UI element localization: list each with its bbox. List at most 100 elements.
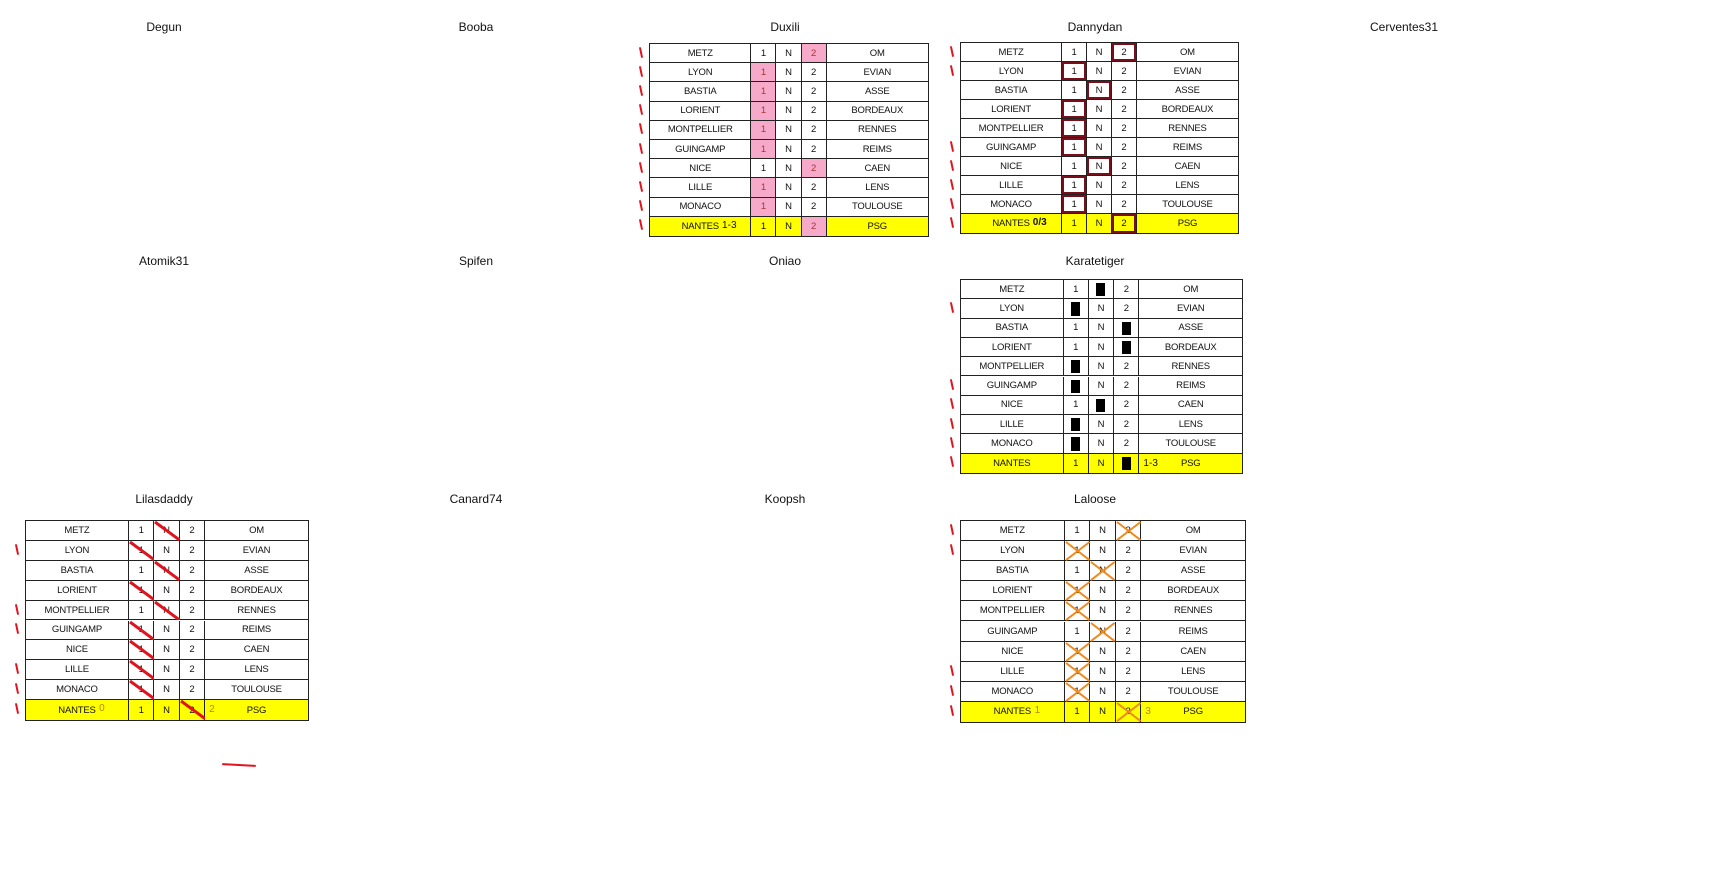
bet-option: 1: [1064, 601, 1091, 622]
pick-block: [1096, 283, 1106, 297]
bet-option: N: [1088, 434, 1115, 454]
player-name: Degun: [146, 20, 182, 34]
home-team: METZ: [961, 280, 1064, 300]
bet-option: N: [154, 560, 180, 581]
bet-option: 1: [128, 600, 155, 621]
away-team: TOULOUSE: [1141, 682, 1245, 702]
score-note: 1-3: [1143, 457, 1158, 469]
bet-option: 2: [1114, 280, 1140, 300]
bet-option: N: [776, 216, 802, 236]
bet-option: N: [1088, 337, 1115, 358]
away-team: PSG: [826, 216, 928, 236]
player-name: Atomik31: [138, 254, 190, 268]
pick-block: [1071, 437, 1081, 451]
home-team: LORIENT: [961, 100, 1063, 119]
pick-mark: [1065, 601, 1090, 622]
pen-tick: [638, 123, 644, 135]
away-team: LENS: [826, 178, 928, 198]
pen-tick: [638, 219, 644, 231]
home-team: LILLE: [961, 661, 1065, 682]
player-name: Cerventes31: [1369, 20, 1439, 34]
bet-option: 1: [1064, 621, 1091, 642]
player-name: Booba: [458, 20, 494, 34]
bet-option: 1: [1063, 357, 1089, 377]
home-team: METZ: [650, 44, 752, 64]
away-team: CAEN: [826, 159, 928, 179]
bet-option: 2: [179, 521, 206, 541]
bet-option: N: [1088, 376, 1115, 396]
pick-block: [1071, 379, 1081, 393]
pick-mark: [1116, 702, 1141, 722]
bet-option: N: [1090, 621, 1116, 642]
bet-option: N: [154, 640, 180, 661]
pen-tick: [949, 216, 955, 228]
pick-mark: [129, 640, 155, 661]
bet-option: N: [154, 580, 180, 601]
away-team: CAEN: [1136, 157, 1238, 176]
bet-option: N: [1088, 299, 1115, 319]
pen-tick: [949, 704, 955, 717]
pen-tick: [949, 523, 955, 536]
away-team: PSG: [205, 700, 308, 720]
home-team: NANTES: [961, 214, 1063, 233]
bet-option: 2: [1115, 521, 1142, 542]
bet-option: 1: [128, 660, 155, 681]
pen-tick: [638, 200, 644, 212]
away-team: EVIAN: [1141, 541, 1245, 562]
home-team: GUINGAMP: [961, 376, 1064, 396]
bet-option: 1: [751, 82, 777, 102]
bet-option: 2: [1115, 581, 1142, 602]
bet-option: N: [154, 540, 180, 561]
bet-option: 2: [1114, 453, 1140, 473]
bet-option: 1: [1062, 176, 1088, 195]
bet-option: N: [776, 159, 802, 179]
bet-option: 1: [1063, 415, 1089, 435]
score-note: 3: [1145, 705, 1151, 717]
away-team: RENNES: [205, 601, 308, 621]
bet-option: 2: [179, 660, 206, 681]
bet-option: 1: [1064, 561, 1091, 582]
bet-option: 2: [801, 216, 827, 236]
home-team: MONTPELLIER: [26, 600, 129, 621]
away-team: PSG: [1136, 214, 1238, 233]
pen-tick: [949, 664, 955, 676]
bet-option: 1: [1062, 214, 1088, 233]
bet-option: 1: [1064, 641, 1091, 662]
bet-option: 2: [1111, 195, 1137, 214]
away-team: OM: [1141, 521, 1245, 542]
score-note: 1: [1034, 704, 1041, 716]
pen-tick: [638, 84, 644, 97]
bet-option: 1: [1063, 318, 1089, 338]
pick-mark: [1065, 541, 1090, 561]
bet-option: N: [1087, 195, 1112, 214]
bet-option: N: [776, 101, 802, 121]
bet-option: 1: [1063, 434, 1089, 454]
away-team: LENS: [1139, 415, 1242, 435]
away-team: REIMS: [1136, 138, 1238, 157]
bet-option: 1: [1064, 521, 1091, 542]
pick-mark: [1065, 661, 1090, 682]
player-name: Oniao: [768, 254, 802, 268]
bet-option: N: [154, 521, 180, 541]
home-team: MONACO: [650, 197, 752, 217]
home-team: LYON: [650, 63, 752, 83]
bet-option: 2: [179, 560, 206, 581]
home-team: GUINGAMP: [961, 621, 1065, 642]
home-team: NICE: [961, 395, 1064, 416]
home-team: LORIENT: [961, 581, 1065, 602]
bet-option: 1: [128, 560, 155, 581]
bet-option: 2: [179, 620, 206, 641]
bet-option: 1: [1063, 395, 1089, 416]
bet-option: 2: [1114, 376, 1140, 396]
bet-option: 2: [1111, 119, 1137, 138]
pen-tick: [949, 379, 955, 391]
pen-tick: [14, 663, 20, 675]
bet-option: N: [1088, 280, 1115, 300]
bet-option: N: [776, 82, 802, 102]
player-name: Spifen: [458, 254, 494, 268]
bet-option: N: [1090, 701, 1116, 722]
bet-option: N: [1088, 453, 1115, 473]
home-team: LILLE: [961, 176, 1063, 195]
bet-option: N: [1090, 561, 1116, 582]
